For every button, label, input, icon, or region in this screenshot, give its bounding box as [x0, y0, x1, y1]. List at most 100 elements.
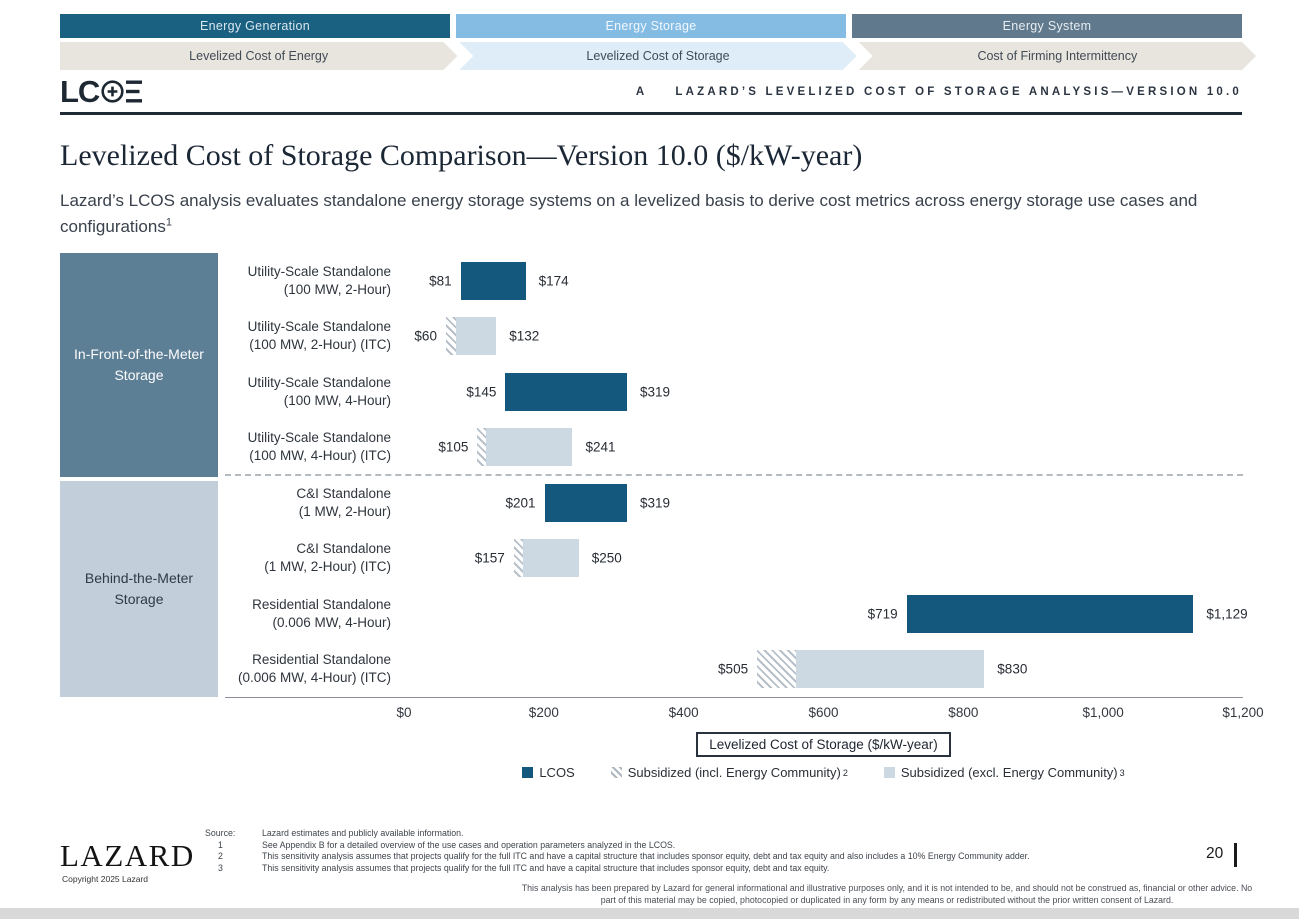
row-label-config: (1 MW, 2-Hour) (ITC) [264, 559, 391, 575]
row-label-use-case: Utility-Scale Standalone [247, 263, 391, 279]
energy-community-hatch [477, 428, 486, 467]
report-title: LAZARD’S LEVELIZED COST OF STORAGE ANALY… [675, 86, 1242, 98]
bar-high-value: $174 [538, 273, 569, 289]
energy-community-hatch [757, 650, 797, 689]
legend-item-subsidized-excl-energy-community: Subsidized (excl. Energy Community) 3 [883, 765, 1125, 780]
bottom-edge-band [0, 908, 1299, 919]
bar-high-value: $319 [640, 495, 671, 511]
group-column: In-Front-of-the-Meter Storage Behind-the-… [60, 253, 218, 780]
chart-row: Utility-Scale Standalone (100 MW, 4-Hour)… [225, 364, 1243, 420]
subsidized-bar [513, 539, 579, 578]
bar-high-value: $250 [591, 550, 622, 566]
row-label-config: (100 MW, 2-Hour) (ITC) [249, 337, 391, 353]
row-plot: $145 $319 [404, 364, 1243, 420]
nav-tab-energy-storage[interactable]: Energy Storage [456, 14, 846, 38]
copyright-text: Copyright 2025 Lazard [62, 874, 149, 884]
chart-main: Utility-Scale Standalone (100 MW, 2-Hour)… [225, 253, 1264, 780]
report-header: A LAZARD’S LEVELIZED COST OF STORAGE ANAL… [636, 86, 1242, 98]
footnote-row: 2 This sensitivity analysis assumes that … [205, 851, 1030, 863]
chart-row: Utility-Scale Standalone (100 MW, 4-Hour)… [225, 420, 1243, 476]
footnote-number: 3 [218, 862, 223, 873]
x-axis-title: Levelized Cost of Storage ($/kW-year) [696, 732, 951, 757]
nav-arrow-levelized-cost-of-storage[interactable]: Levelized Cost of Storage [459, 42, 856, 70]
row-plot: $81 $174 [404, 253, 1243, 309]
row-label: Utility-Scale Standalone (100 MW, 2-Hour)… [225, 318, 391, 354]
page-subtitle: Lazard’s LCOS analysis evaluates standal… [60, 188, 1228, 241]
solid-swatch-icon [522, 767, 534, 778]
row-plot: $201 $319 [404, 475, 1243, 531]
bar-low-value: $60 [414, 328, 437, 344]
row-plot: $60 $132 [404, 309, 1243, 365]
subsidized-bar [445, 317, 497, 356]
nav-arrow-cost-of-firming-intermittency[interactable]: Cost of Firming Intermittency [859, 42, 1256, 70]
nav-arrow-levelized-cost-of-energy[interactable]: Levelized Cost of Energy [60, 42, 457, 70]
logo-lc-text: LC [60, 74, 100, 109]
bar-low-value: $81 [429, 273, 452, 289]
row-plot: $157 $250 [404, 531, 1243, 587]
triple-bar-e-icon [125, 79, 143, 104]
solid-swatch-icon [883, 767, 895, 778]
page-title: Levelized Cost of Storage Comparison—Ver… [60, 139, 863, 172]
row-label-config: (100 MW, 4-Hour) [283, 392, 391, 408]
x-axis-title-wrap: Levelized Cost of Storage ($/kW-year) [404, 732, 1243, 757]
row-label-config: (100 MW, 2-Hour) [283, 281, 391, 297]
source-label: Source: [205, 828, 236, 838]
bar-low-value: $157 [474, 550, 505, 566]
row-label-use-case: Utility-Scale Standalone [247, 374, 391, 390]
footnote-text: This sensitivity analysis assumes that p… [262, 851, 1030, 861]
row-label-use-case: Residential Standalone [252, 596, 391, 612]
row-label: C&I Standalone (1 MW, 2-Hour) (ITC) [225, 540, 391, 576]
nav-tab-energy-system[interactable]: Energy System [852, 14, 1242, 38]
bar-low-value: $105 [438, 439, 469, 455]
energy-community-hatch [513, 539, 523, 578]
bar-low-value: $505 [718, 661, 749, 677]
header-rule [60, 112, 1242, 115]
footnote-text: See Appendix B for a detailed overview o… [262, 839, 676, 850]
chart-row: Residential Standalone (0.006 MW, 4-Hour)… [225, 586, 1248, 642]
row-label: Utility-Scale Standalone (100 MW, 4-Hour)… [225, 429, 391, 465]
group-divider-dashed [225, 474, 1243, 476]
chart-row: Utility-Scale Standalone (100 MW, 2-Hour)… [225, 253, 1243, 309]
row-label: Residential Standalone (0.006 MW, 4-Hour)… [225, 651, 391, 687]
subsidized-bar [757, 650, 985, 689]
lcos-range-chart: In-Front-of-the-Meter Storage Behind-the-… [60, 253, 1264, 780]
energy-community-hatch [445, 317, 456, 356]
footnote-text: This sensitivity analysis assumes that p… [262, 862, 830, 873]
footnote-number: 2 [218, 851, 223, 861]
nav-tab-energy-generation[interactable]: Energy Generation [60, 14, 450, 38]
source-notes: Source: Lazard estimates and publicly ava… [205, 828, 1030, 874]
row-plot: $105 $241 [404, 420, 1243, 476]
row-label-use-case: Utility-Scale Standalone [247, 319, 391, 335]
x-tick: $800 [948, 705, 979, 720]
legend-label: Subsidized (excl. Energy Community) [900, 765, 1118, 780]
lazard-logo: LAZARD [60, 838, 195, 873]
chart-row: C&I Standalone (1 MW, 2-Hour) $201 $319 [225, 475, 1243, 531]
x-axis-ticks: $0 $200 $400 $600 $800 $1,000 $1,200 [396, 705, 1263, 723]
group-box-behind-the-meter-storage: Behind-the-Meter Storage [60, 481, 218, 697]
row-label-config: (0.006 MW, 4-Hour) (ITC) [237, 670, 391, 686]
x-tick: $400 [668, 705, 699, 720]
bar-low-value: $145 [466, 384, 497, 400]
lcos-bar [460, 261, 526, 300]
x-tick: $0 [396, 705, 412, 720]
row-label-use-case: C&I Standalone [296, 485, 391, 501]
chart-row: Utility-Scale Standalone (100 MW, 2-Hour)… [225, 309, 1243, 365]
lcos-bar [505, 372, 628, 411]
legend-label: Subsidized (incl. Energy Community) [627, 765, 841, 780]
row-plot: $719 $1,129 [404, 586, 1248, 642]
row-label-config: (1 MW, 2-Hour) [298, 503, 391, 519]
bar-low-value: $719 [867, 606, 898, 622]
legend-footnote-ref: 2 [842, 767, 848, 778]
row-label: Residential Standalone (0.006 MW, 4-Hour) [225, 596, 391, 632]
x-tick: $600 [808, 705, 839, 720]
legend-item-lcos: LCOS [522, 765, 575, 780]
page-number: 20 [1206, 845, 1224, 862]
group-box-in-front-of-the-meter-storage: In-Front-of-the-Meter Storage [60, 253, 218, 477]
footnote-row: 1 See Appendix B for a detailed overview … [205, 840, 1030, 852]
subtitle-footnote-ref: 1 [165, 216, 172, 229]
lcos-bar [906, 594, 1194, 633]
x-axis-line [225, 697, 1243, 698]
lcoe-logo: LC [60, 76, 143, 107]
circle-plus-icon [99, 79, 125, 104]
